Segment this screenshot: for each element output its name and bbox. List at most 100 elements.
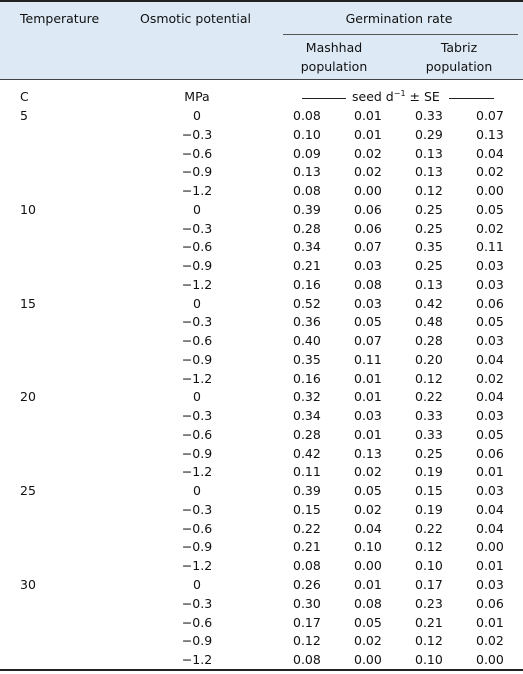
osmotic-potential: −0.3	[181, 220, 213, 236]
tabriz-rate: 0.15	[415, 483, 443, 499]
tabriz-se: 0.06	[476, 295, 504, 311]
mashhad-se: 0.03	[354, 258, 382, 274]
osmotic-potential: −0.9	[181, 258, 213, 274]
mashhad-se: 0.01	[354, 126, 382, 142]
osmotic-potential: 0	[193, 577, 201, 592]
mashhad-rate: 0.09	[293, 145, 321, 161]
tabriz-rate: 0.10	[415, 652, 443, 668]
mashhad-rate: 0.10	[293, 126, 321, 142]
tabriz-se: 0.04	[476, 501, 504, 517]
mashhad-rate: 0.42	[293, 445, 321, 461]
mashhad-rate: 0.16	[293, 276, 321, 292]
mashhad-rate: 0.39	[293, 201, 321, 217]
mashhad-se: 0.02	[354, 464, 382, 480]
tabriz-se: 0.03	[476, 258, 504, 274]
tabriz-rate: 0.20	[415, 351, 443, 367]
mashhad-rate: 0.17	[293, 614, 321, 630]
tabriz-se: 0.07	[476, 108, 504, 123]
osmotic-potential: −0.6	[181, 333, 213, 349]
tabriz-se: 0.04	[476, 351, 504, 367]
unit-text: ± SE	[409, 89, 440, 104]
osmotic-potential: −0.3	[181, 126, 213, 142]
tabriz-se: 0.02	[476, 633, 504, 649]
osmotic-potential: −0.3	[181, 501, 213, 517]
tabriz-rate: 0.29	[415, 126, 443, 142]
mashhad-se: 0.11	[354, 351, 382, 367]
mashhad-se: 0.08	[354, 595, 382, 611]
unit: C	[20, 89, 29, 104]
tabriz-rate: 0.21	[415, 614, 443, 630]
temperature: 15	[20, 295, 36, 311]
tabriz-se: 0.11	[476, 239, 504, 255]
tabriz-rate: 0.12	[415, 370, 443, 386]
tabriz-se: 0.05	[476, 314, 504, 330]
sub-header: population	[425, 59, 493, 74]
mashhad-rate: 0.16	[293, 370, 321, 386]
temperature: 10	[20, 201, 36, 217]
mashhad-se: 0.13	[354, 445, 382, 461]
mashhad-se: 0.10	[354, 539, 382, 555]
mashhad-rate: 0.08	[293, 183, 321, 199]
mashhad-rate: 0.12	[293, 633, 321, 649]
temperature: 5	[20, 108, 28, 123]
temperature: 20	[20, 389, 36, 405]
mashhad-se: 0.02	[354, 501, 382, 517]
osmotic-potential: −0.3	[181, 595, 213, 611]
tabriz-rate: 0.22	[415, 389, 443, 405]
temperature: 30	[20, 577, 36, 592]
mashhad-se: 0.07	[354, 333, 382, 349]
unit-dash	[302, 98, 346, 99]
tabriz-se: 0.03	[476, 276, 504, 292]
osmotic-potential: −0.9	[181, 633, 213, 649]
unit-text: seed d	[352, 89, 394, 104]
col-header: Osmotic potential	[140, 11, 251, 26]
tabriz-se: 0.05	[476, 426, 504, 442]
mashhad-se: 0.01	[354, 108, 382, 123]
mashhad-rate: 0.36	[293, 314, 321, 330]
osmotic-potential: −1.2	[181, 370, 213, 386]
osmotic-potential: 0	[193, 295, 201, 311]
mashhad-rate: 0.34	[293, 408, 321, 424]
mashhad-se: 0.00	[354, 652, 382, 668]
mashhad-se: 0.05	[354, 614, 382, 630]
mashhad-se: 0.03	[354, 408, 382, 424]
mashhad-se: 0.02	[354, 633, 382, 649]
mashhad-rate: 0.40	[293, 333, 321, 349]
tabriz-se: 0.01	[476, 558, 504, 574]
mashhad-rate: 0.34	[293, 239, 321, 255]
header-rule	[283, 34, 518, 35]
tabriz-rate: 0.13	[415, 145, 443, 161]
tabriz-rate: 0.25	[415, 201, 443, 217]
osmotic-potential: −0.6	[181, 426, 213, 442]
mashhad-rate: 0.39	[293, 483, 321, 499]
mashhad-rate: 0.52	[293, 295, 321, 311]
tabriz-rate: 0.33	[415, 108, 443, 123]
tabriz-rate: 0.33	[415, 426, 443, 442]
tabriz-se: 0.05	[476, 201, 504, 217]
group-header: Germination rate	[345, 11, 453, 26]
mashhad-se: 0.06	[354, 201, 382, 217]
mashhad-se: 0.01	[354, 370, 382, 386]
tabriz-rate: 0.48	[415, 314, 443, 330]
mashhad-rate: 0.32	[293, 389, 321, 405]
tabriz-rate: 0.17	[415, 577, 443, 592]
mashhad-rate: 0.08	[293, 558, 321, 574]
header-band	[0, 0, 523, 80]
mashhad-rate: 0.26	[293, 577, 321, 592]
mashhad-se: 0.05	[354, 314, 382, 330]
sub-header: population	[300, 59, 368, 74]
tabriz-rate: 0.25	[415, 258, 443, 274]
mashhad-se: 0.00	[354, 183, 382, 199]
temperature: 25	[20, 483, 36, 499]
tabriz-se: 0.13	[476, 126, 504, 142]
mashhad-se: 0.02	[354, 164, 382, 180]
osmotic-potential: −0.6	[181, 520, 213, 536]
mashhad-rate: 0.28	[293, 220, 321, 236]
tabriz-rate: 0.12	[415, 633, 443, 649]
tabriz-rate: 0.25	[415, 445, 443, 461]
osmotic-potential: −0.9	[181, 539, 213, 555]
sub-header: Mashhad	[305, 40, 363, 55]
tabriz-se: 0.01	[476, 614, 504, 630]
osmotic-potential: −1.2	[181, 464, 213, 480]
tabriz-se: 0.04	[476, 520, 504, 536]
